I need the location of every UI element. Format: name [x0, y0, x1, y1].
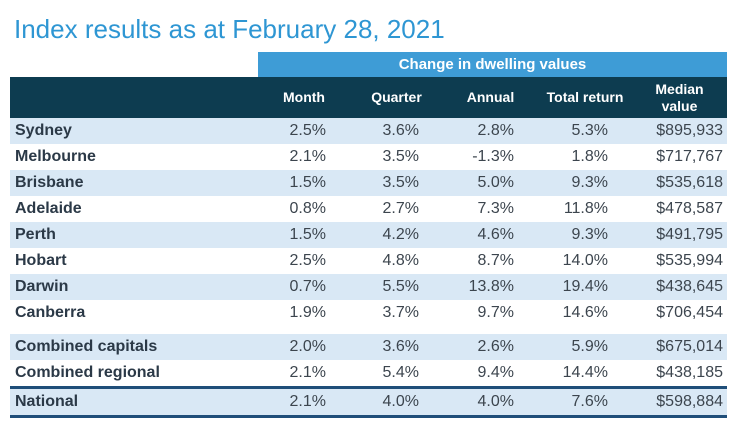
cell-annual: 2.8%	[443, 118, 538, 144]
cell-total-return: 19.4%	[538, 274, 632, 300]
row-label: Combined regional	[15, 364, 160, 381]
cell-total-return: 9.3%	[538, 170, 632, 196]
cell-median-value: $535,618	[632, 170, 727, 196]
cell-annual: 7.3%	[477, 200, 514, 217]
row-label: Darwin	[10, 274, 258, 300]
cell-annual: 8.7%	[477, 252, 514, 269]
cell-median-value: $675,014	[632, 334, 727, 360]
row-label: Sydney	[10, 118, 258, 144]
cell-annual: 4.0%	[443, 386, 538, 418]
cell-month: 2.1%	[258, 386, 350, 418]
cell-month: 1.5%	[258, 222, 350, 248]
cell-quarter: 4.8%	[382, 252, 419, 269]
table-row: Sydney 2.5% 3.6% 2.8% 5.3% $895,933	[10, 118, 727, 144]
table-row: Darwin 0.7% 5.5% 13.8% 19.4% $438,645	[10, 274, 727, 300]
cell-month: 0.7%	[258, 274, 350, 300]
cell-total-return: 5.9%	[538, 334, 632, 360]
row-label: Combined capitals	[10, 334, 258, 360]
cell-quarter: 3.6%	[350, 334, 443, 360]
row-label: National	[10, 386, 258, 418]
header-cell-quarter: Quarter	[350, 77, 443, 118]
cell-annual: 9.4%	[477, 364, 514, 381]
index-results-table: Change in dwelling values Month Quarter …	[10, 52, 727, 418]
table-row: Perth 1.5% 4.2% 4.6% 9.3% $491,795	[10, 222, 727, 248]
cell-median-value: $438,185	[656, 364, 723, 381]
cell-month: 2.1%	[289, 148, 326, 165]
table-row: Combined regional 2.1% 5.4% 9.4% 14.4% $438,1…	[10, 360, 727, 388]
table-row: National 2.1% 4.0% 4.0% 7.6% $598,884	[10, 386, 727, 418]
cell-annual: 4.6%	[443, 222, 538, 248]
page-title: Index results as at February 28, 2021	[14, 14, 445, 44]
table-row: Hobart 2.5% 4.8% 8.7% 14.0% $535,994	[10, 248, 727, 274]
cell-quarter: 3.7%	[382, 304, 419, 321]
row-label: Hobart	[15, 252, 67, 269]
table-row: Combined capitals 2.0% 3.6% 2.6% 5.9% $675,01…	[10, 334, 727, 360]
header-cell-annual: Annual	[443, 77, 538, 118]
table-row: Melbourne 2.1% 3.5% -1.3% 1.8% $717,767	[10, 144, 727, 170]
cell-quarter: 4.0%	[350, 386, 443, 418]
cell-total-return: 7.6%	[538, 386, 632, 418]
cell-quarter: 3.5%	[350, 170, 443, 196]
cell-total-return: 14.4%	[562, 364, 608, 381]
cell-median-value: $535,994	[656, 252, 723, 269]
cell-month: 1.9%	[289, 304, 326, 321]
cell-month: 2.0%	[258, 334, 350, 360]
header-row: Month Quarter Annual Total return Median…	[10, 77, 727, 118]
cell-quarter: 5.5%	[350, 274, 443, 300]
cell-median-value: $895,933	[632, 118, 727, 144]
row-label: Canberra	[15, 304, 86, 321]
row-label: Perth	[10, 222, 258, 248]
cell-median-value: $491,795	[632, 222, 727, 248]
cell-annual: -1.3%	[472, 148, 514, 165]
row-label: Adelaide	[15, 200, 82, 217]
cell-annual: 13.8%	[443, 274, 538, 300]
cell-month: 0.8%	[289, 200, 326, 217]
header-cell-blank	[10, 77, 258, 118]
cell-quarter: 3.5%	[382, 148, 419, 165]
row-label: Melbourne	[15, 148, 96, 165]
table-row: Brisbane 1.5% 3.5% 5.0% 9.3% $535,618	[10, 170, 727, 196]
cell-month: 1.5%	[258, 170, 350, 196]
table-row: Adelaide 0.8% 2.7% 7.3% 11.8% $478,587	[10, 196, 727, 222]
cell-annual: 2.6%	[443, 334, 538, 360]
cell-annual: 5.0%	[443, 170, 538, 196]
cell-quarter: 4.2%	[350, 222, 443, 248]
row-label: Brisbane	[10, 170, 258, 196]
cell-total-return: 11.8%	[563, 200, 608, 217]
cell-median-value: $438,645	[632, 274, 727, 300]
row-gap-cell	[10, 326, 727, 334]
cell-median-value: $598,884	[632, 386, 727, 418]
header-cell-month: Month	[258, 77, 350, 118]
cell-quarter: 2.7%	[382, 200, 419, 217]
cell-median-value: $717,767	[656, 148, 723, 165]
cell-total-return: 14.6%	[562, 304, 608, 321]
table-body: Sydney 2.5% 3.6% 2.8% 5.3% $895,933 Melbourne 2…	[10, 118, 727, 418]
cell-median-value: $478,587	[656, 200, 723, 217]
header-cell-median-value: Median value	[632, 77, 727, 118]
cell-total-return: 14.0%	[562, 252, 608, 269]
cell-annual: 9.7%	[477, 304, 514, 321]
row-gap	[10, 326, 727, 334]
cell-total-return: 1.8%	[571, 148, 608, 165]
data-table: Month Quarter Annual Total return Median…	[10, 77, 727, 418]
cell-quarter: 5.4%	[382, 364, 419, 381]
cell-month: 2.1%	[289, 364, 326, 381]
cell-month: 2.5%	[289, 252, 326, 269]
cell-month: 2.5%	[258, 118, 350, 144]
table-group-header: Change in dwelling values	[258, 52, 727, 77]
cell-quarter: 3.6%	[350, 118, 443, 144]
header-cell-total-return: Total return	[538, 77, 632, 118]
cell-total-return: 5.3%	[538, 118, 632, 144]
table-row: Canberra 1.9% 3.7% 9.7% 14.6% $706,454	[10, 300, 727, 326]
cell-total-return: 9.3%	[538, 222, 632, 248]
table-header: Month Quarter Annual Total return Median…	[10, 77, 727, 118]
cell-median-value: $706,454	[656, 304, 723, 321]
